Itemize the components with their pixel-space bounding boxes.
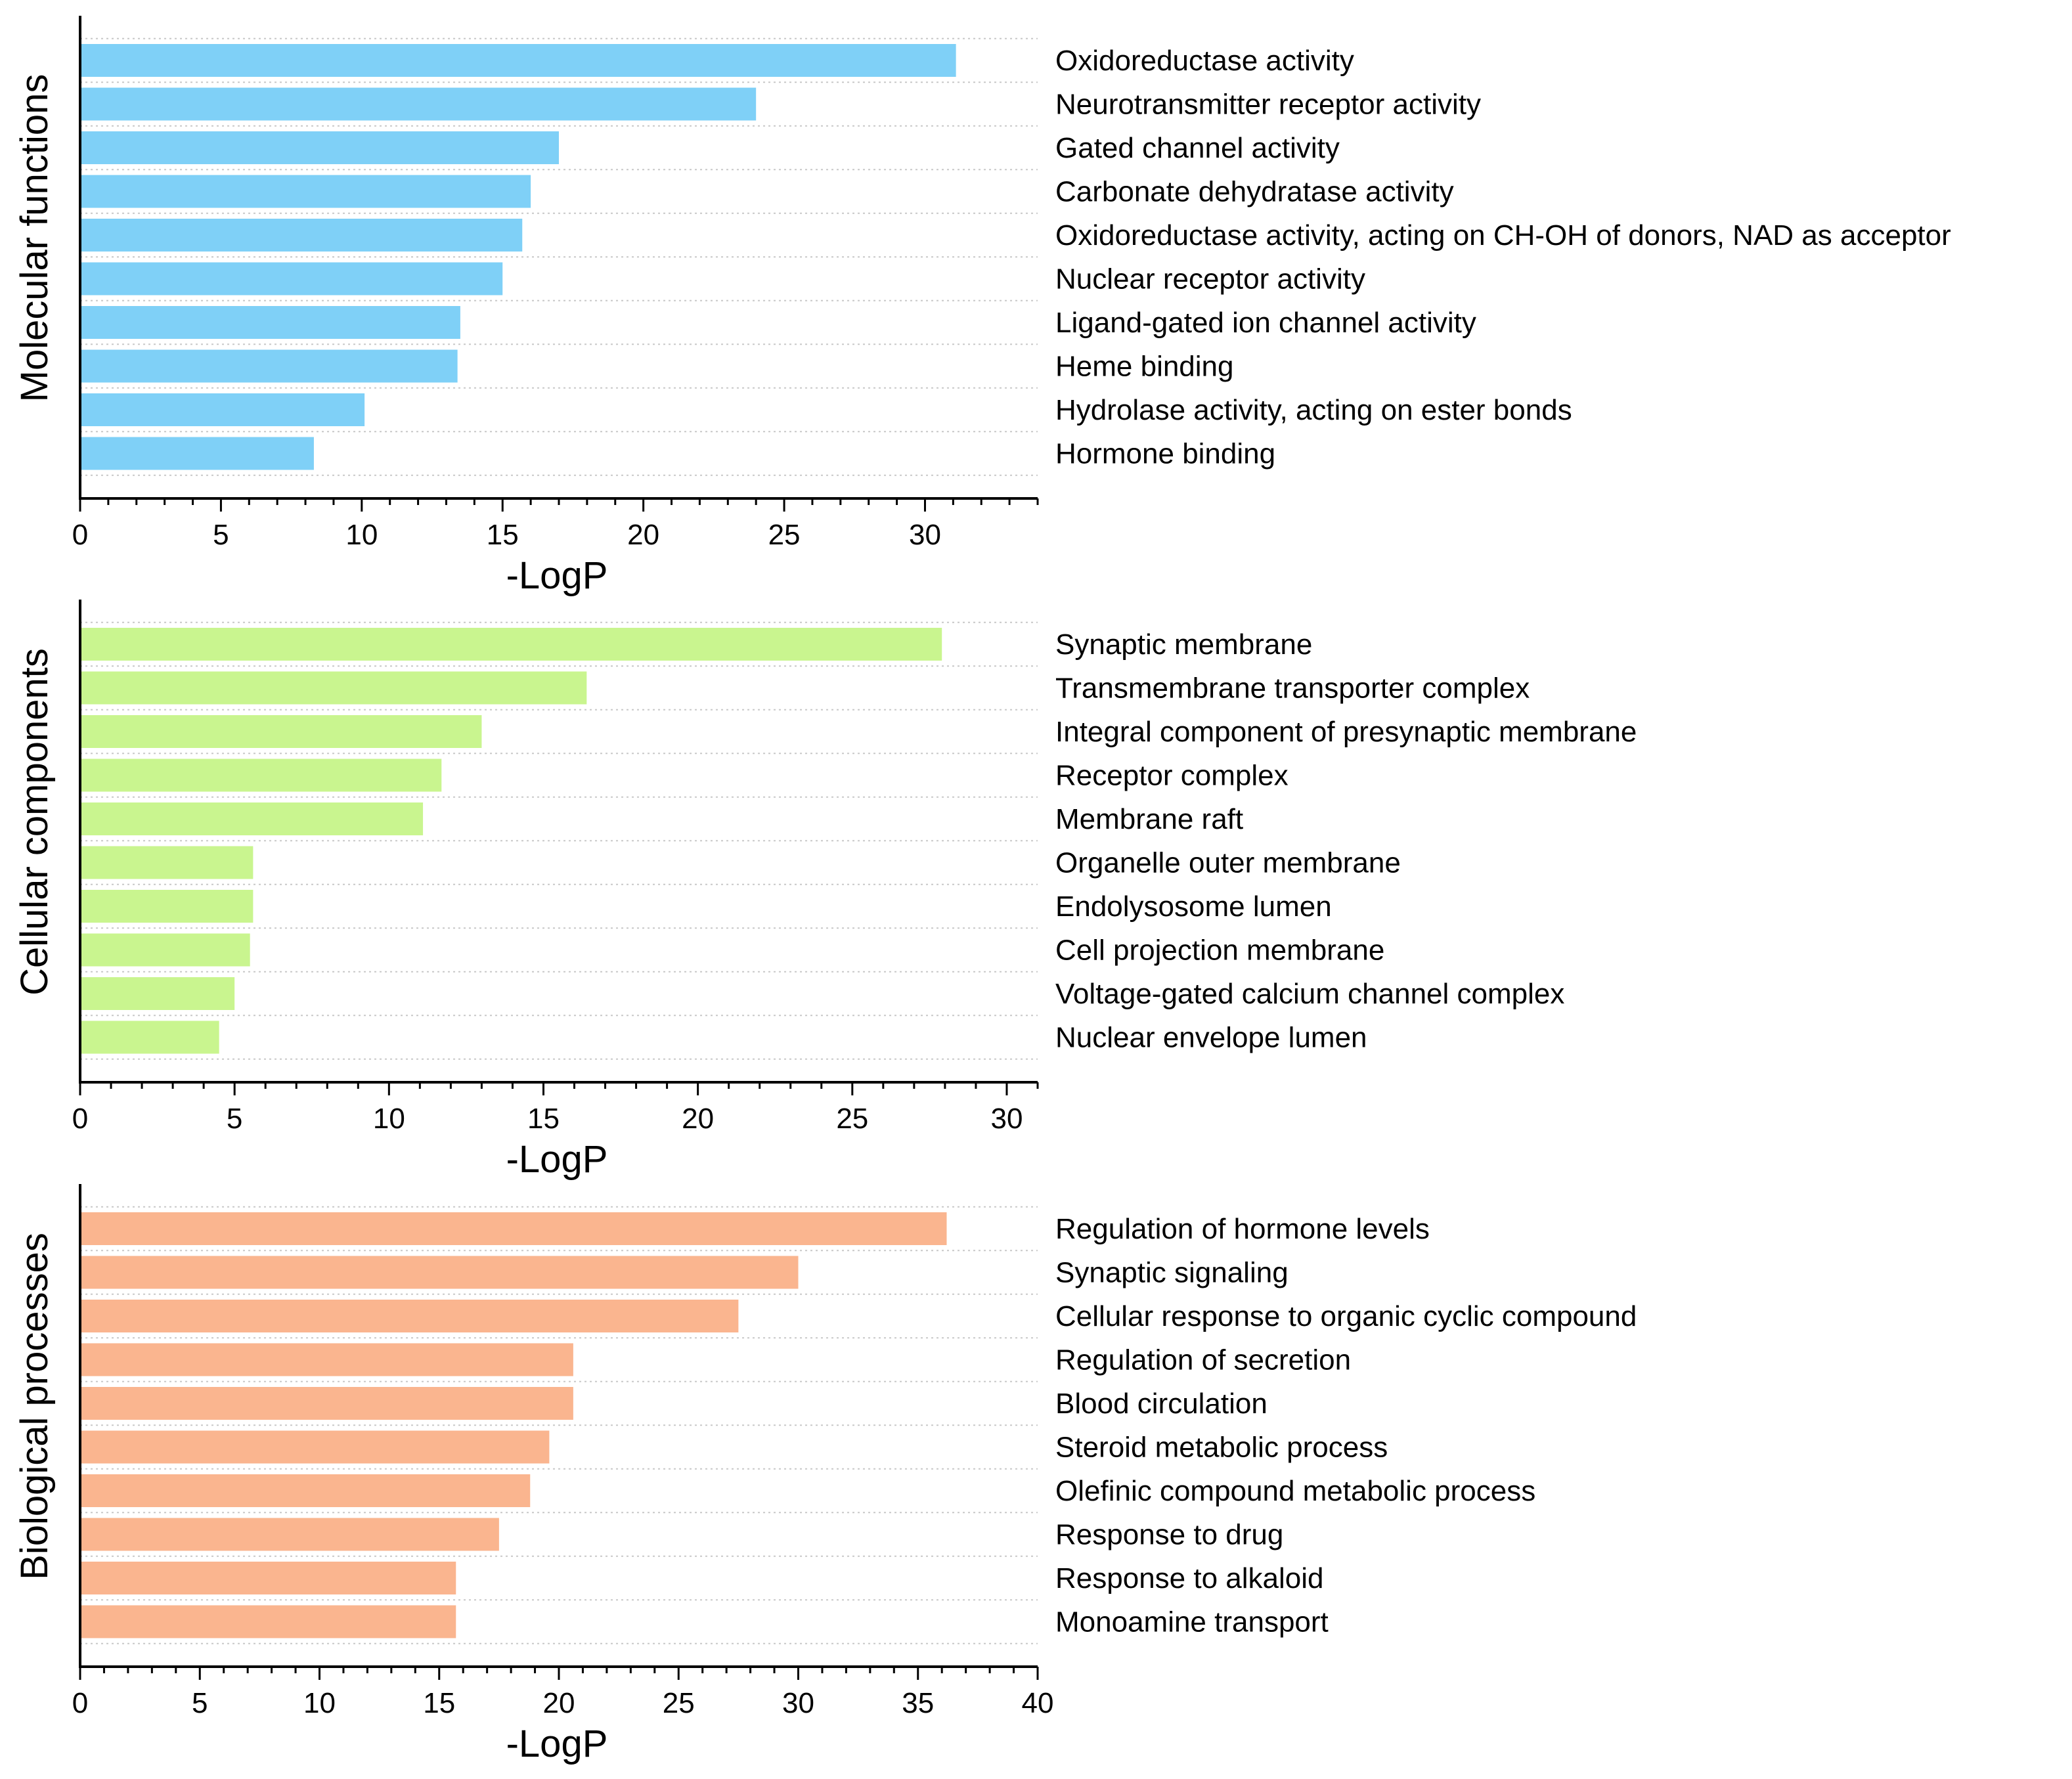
category-label: Endolysosome lumen bbox=[1055, 890, 1332, 923]
category-label: Oxidoreductase activity, acting on CH-OH… bbox=[1055, 219, 1951, 252]
bar bbox=[81, 846, 253, 879]
x-tick-label: 20 bbox=[543, 1687, 575, 1719]
bar bbox=[81, 1474, 531, 1507]
x-tick-label: 25 bbox=[663, 1687, 695, 1719]
category-label: Oxidoreductase activity bbox=[1055, 45, 1354, 77]
x-tick-label: 20 bbox=[627, 519, 659, 551]
x-axis-title: -LogP bbox=[506, 1723, 608, 1765]
x-tick-label: 0 bbox=[72, 519, 88, 551]
bar bbox=[81, 977, 235, 1010]
x-tick-label: 30 bbox=[782, 1687, 814, 1719]
bar bbox=[81, 671, 587, 705]
category-label: Organelle outer membrane bbox=[1055, 847, 1401, 879]
x-tick-label: 10 bbox=[373, 1103, 405, 1135]
x-tick-label: 5 bbox=[227, 1103, 242, 1135]
bar bbox=[81, 1562, 456, 1594]
bar bbox=[81, 87, 757, 121]
x-tick-label: 5 bbox=[192, 1687, 208, 1719]
category-label: Olefinic compound metabolic process bbox=[1055, 1475, 1535, 1507]
bar bbox=[81, 1300, 739, 1332]
bar bbox=[81, 1605, 456, 1638]
category-label: Nuclear envelope lumen bbox=[1055, 1022, 1367, 1054]
panel-3: Regulation of hormone levels Synaptic sig… bbox=[13, 1184, 1637, 1765]
bar bbox=[81, 175, 531, 208]
y-axis-title: Cellular components bbox=[13, 648, 56, 996]
bar bbox=[81, 1256, 799, 1289]
bar bbox=[81, 715, 482, 748]
panel-1: Oxidoreductase activity Neurotransmitter … bbox=[13, 16, 1951, 597]
category-label: Response to drug bbox=[1055, 1519, 1283, 1551]
category-label: Regulation of secretion bbox=[1055, 1344, 1351, 1376]
category-label: Cell projection membrane bbox=[1055, 934, 1384, 967]
category-label: Gated channel activity bbox=[1055, 132, 1340, 164]
x-tick-label: 15 bbox=[527, 1103, 560, 1135]
x-tick-label: 40 bbox=[1022, 1687, 1054, 1719]
x-tick-label: 30 bbox=[990, 1103, 1023, 1135]
category-label: Voltage-gated calcium channel complex bbox=[1055, 978, 1564, 1010]
category-label: Heme binding bbox=[1055, 351, 1234, 383]
x-tick-label: 10 bbox=[303, 1687, 336, 1719]
category-label: Synaptic signaling bbox=[1055, 1257, 1289, 1289]
x-tick-label: 35 bbox=[902, 1687, 934, 1719]
bar bbox=[81, 1430, 550, 1464]
category-label: Hormone binding bbox=[1055, 438, 1275, 470]
bar bbox=[81, 437, 314, 470]
bar bbox=[81, 1212, 947, 1245]
category-label: Nuclear receptor activity bbox=[1055, 263, 1365, 296]
category-label: Blood circulation bbox=[1055, 1388, 1267, 1420]
bar bbox=[81, 393, 365, 426]
x-tick-label: 25 bbox=[836, 1103, 868, 1135]
bar bbox=[81, 802, 424, 835]
category-label: Cellular response to organic cyclic comp… bbox=[1055, 1300, 1637, 1332]
bar bbox=[81, 890, 253, 923]
bar bbox=[81, 131, 559, 164]
category-label: Synaptic membrane bbox=[1055, 628, 1312, 661]
category-label: Integral component of presynaptic membra… bbox=[1055, 716, 1637, 748]
bar bbox=[81, 1021, 219, 1054]
x-axis-title: -LogP bbox=[506, 1138, 608, 1181]
bar bbox=[81, 349, 458, 383]
bar bbox=[81, 1343, 573, 1376]
y-axis-title: Molecular functions bbox=[13, 74, 56, 403]
category-label: Hydrolase activity, acting on ester bond… bbox=[1055, 394, 1572, 426]
bar bbox=[81, 1518, 499, 1551]
bar bbox=[81, 306, 460, 339]
x-tick-label: 15 bbox=[423, 1687, 455, 1719]
category-label: Neurotransmitter receptor activity bbox=[1055, 89, 1481, 121]
category-label: Monoamine transport bbox=[1055, 1606, 1329, 1638]
bar bbox=[81, 44, 956, 77]
x-tick-label: 15 bbox=[487, 519, 519, 551]
category-label: Carbonate dehydratase activity bbox=[1055, 176, 1454, 208]
x-tick-label: 30 bbox=[909, 519, 941, 551]
bar bbox=[81, 628, 942, 661]
category-label: Steroid metabolic process bbox=[1055, 1432, 1388, 1464]
category-label: Transmembrane transporter complex bbox=[1055, 672, 1530, 705]
x-tick-label: 0 bbox=[72, 1103, 88, 1135]
bar bbox=[81, 933, 250, 967]
x-axis-title: -LogP bbox=[506, 554, 608, 597]
x-tick-label: 20 bbox=[682, 1103, 714, 1135]
category-label: Membrane raft bbox=[1055, 803, 1243, 835]
category-label: Ligand-gated ion channel activity bbox=[1055, 307, 1476, 339]
y-axis-title: Biological processes bbox=[13, 1233, 56, 1580]
bar bbox=[81, 262, 503, 296]
bar bbox=[81, 1387, 573, 1420]
x-tick-label: 10 bbox=[345, 519, 378, 551]
category-label: Receptor complex bbox=[1055, 760, 1289, 792]
x-tick-label: 0 bbox=[72, 1687, 88, 1719]
category-label: Response to alkaloid bbox=[1055, 1562, 1323, 1594]
panel-2: Synaptic membrane Transmembrane transport… bbox=[13, 600, 1637, 1181]
bar bbox=[81, 219, 523, 252]
category-label: Regulation of hormone levels bbox=[1055, 1213, 1430, 1245]
bar bbox=[81, 758, 442, 792]
x-tick-label: 5 bbox=[213, 519, 229, 551]
x-tick-label: 25 bbox=[768, 519, 801, 551]
